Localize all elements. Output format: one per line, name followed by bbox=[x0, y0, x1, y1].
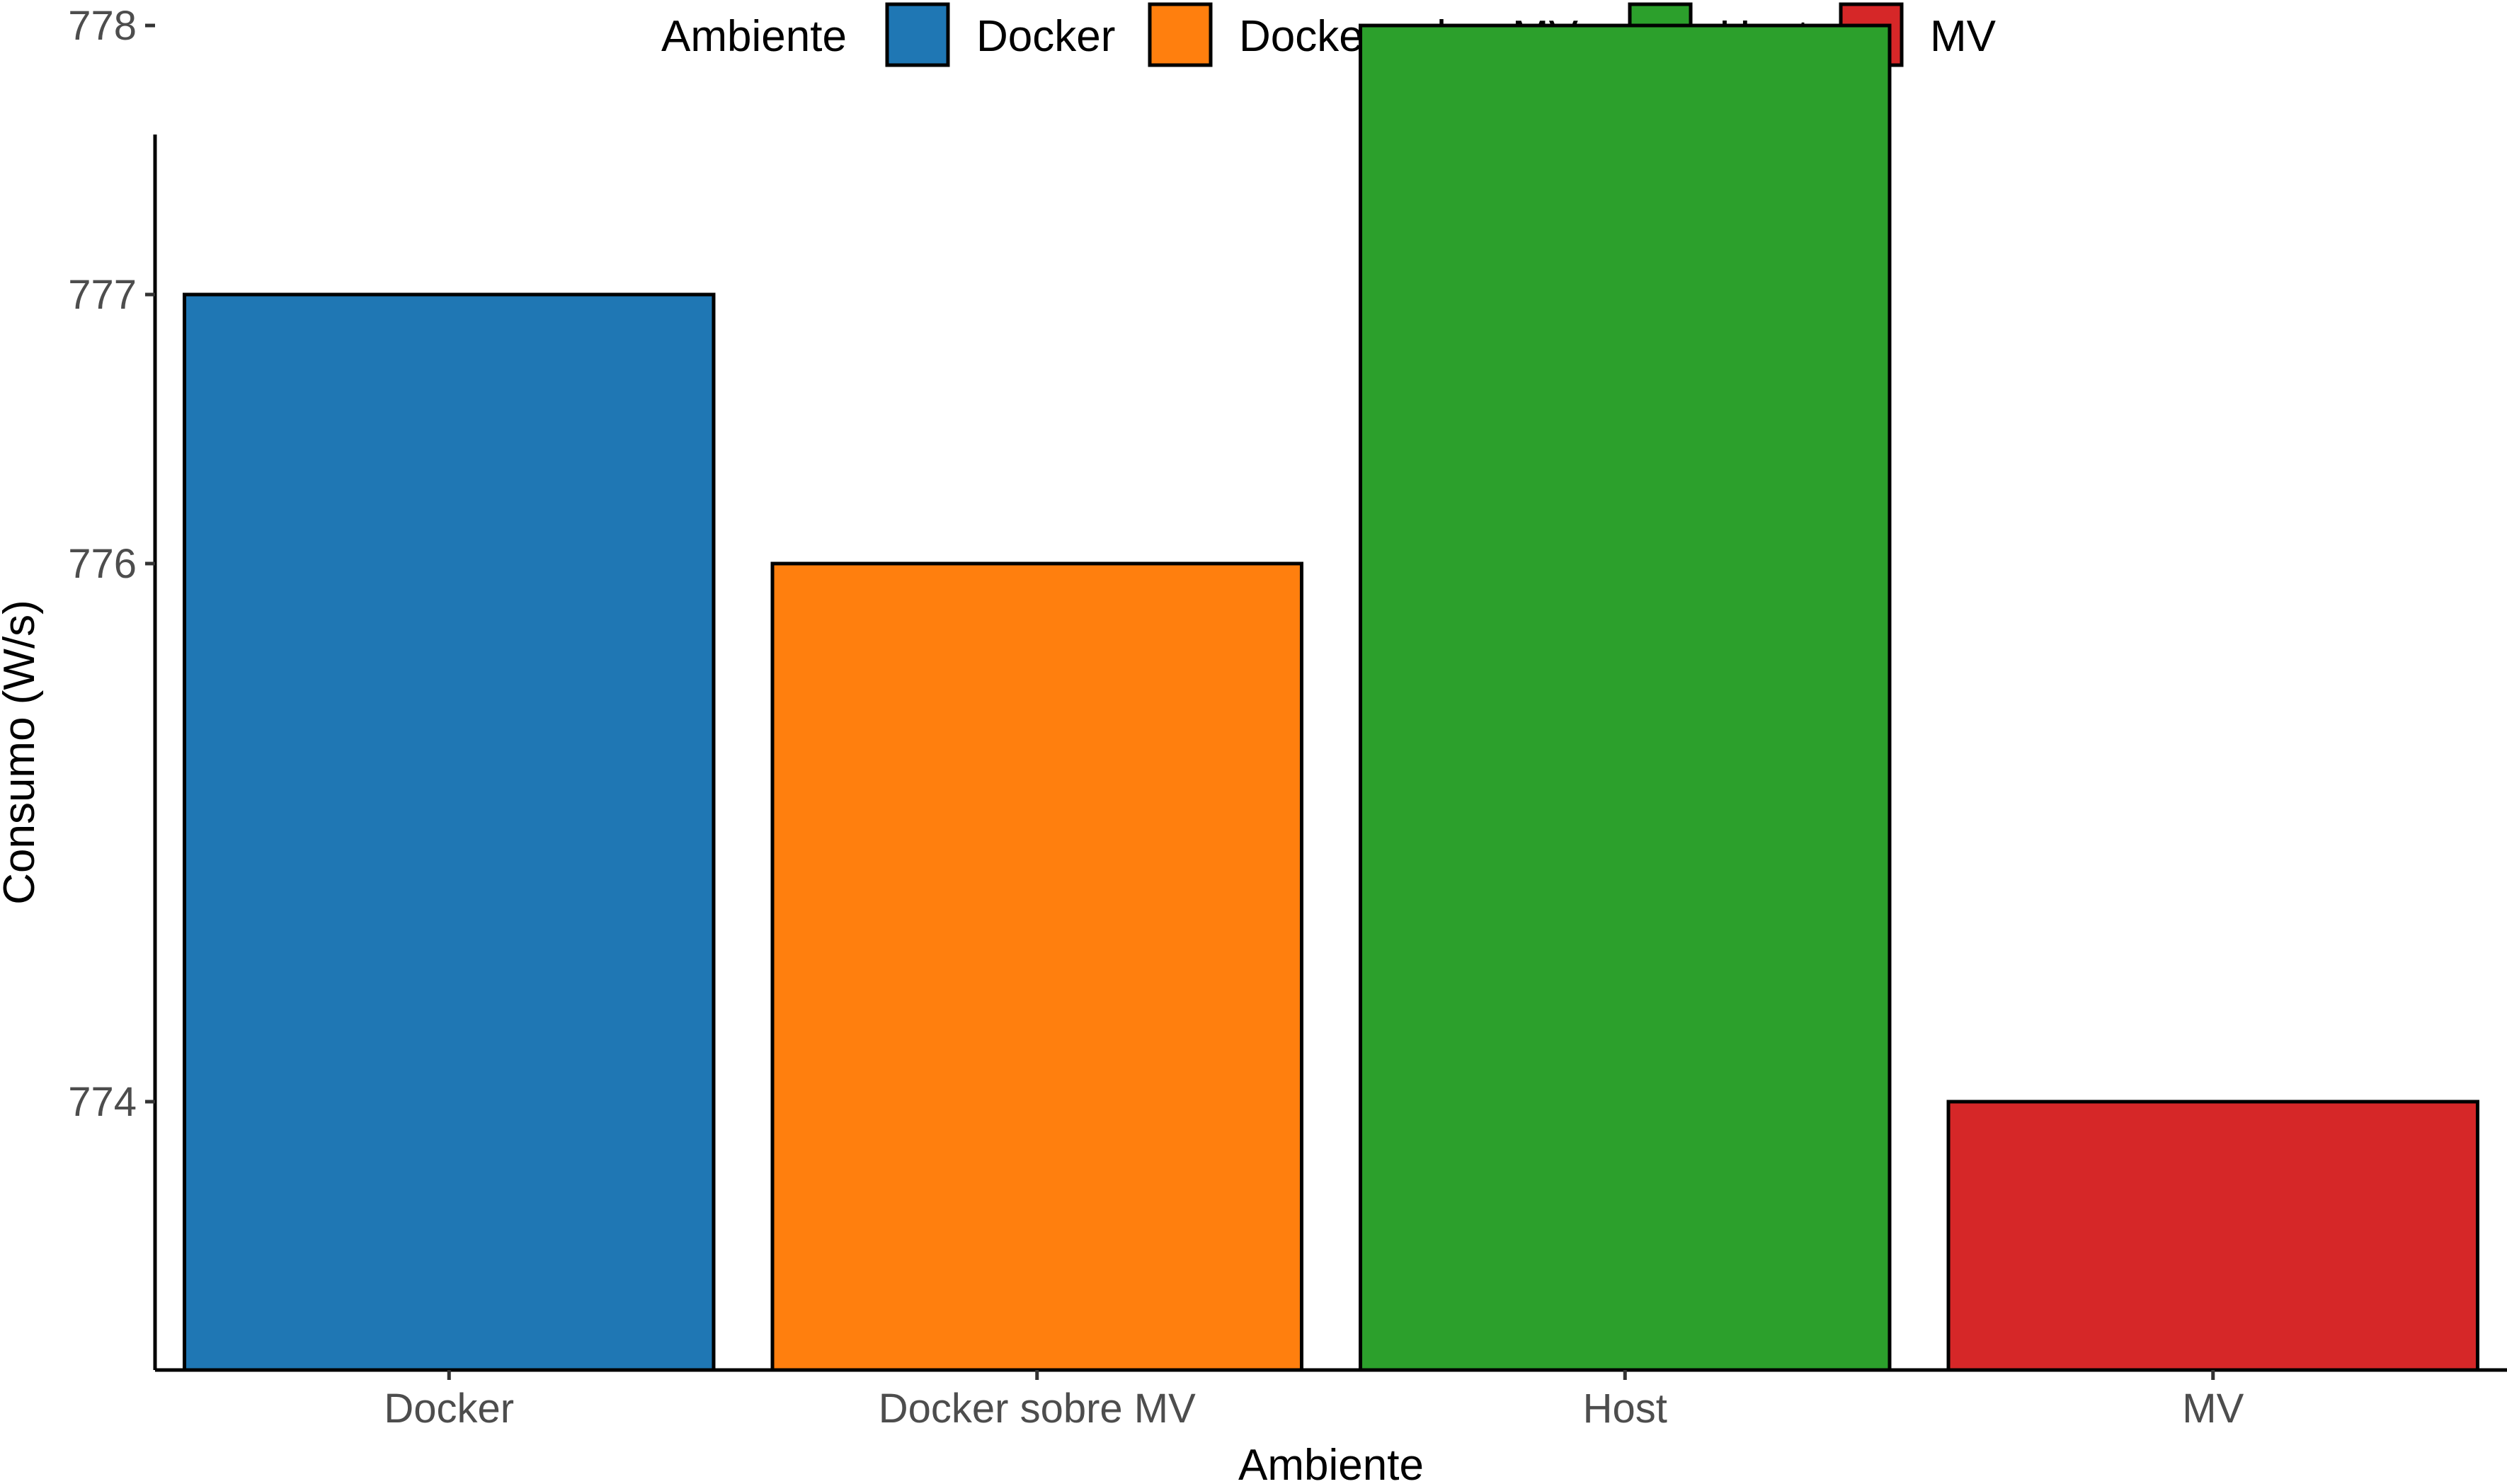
y-ticks: 774 776 777 778 bbox=[68, 3, 155, 1125]
axes-group: 774 776 777 778 Docker Docker sobre MV Host MV bbox=[68, 3, 2507, 1432]
bar-docker bbox=[183, 292, 716, 1372]
legend-key-docker bbox=[885, 2, 950, 67]
y-axis-title: Consumo (W/s) bbox=[0, 600, 44, 905]
x-tick-label: MV bbox=[2182, 1386, 2244, 1432]
bar-mv bbox=[1946, 1100, 2479, 1372]
y-tick-label: 778 bbox=[68, 3, 137, 49]
legend-title: Ambiente bbox=[661, 12, 847, 61]
x-tick-label: Host bbox=[1583, 1386, 1667, 1432]
y-tick-label: 777 bbox=[68, 272, 137, 318]
bar-docker-sobre-mv bbox=[770, 561, 1303, 1372]
x-axis-title: Ambiente bbox=[1238, 1441, 1424, 1484]
legend-label: Docker bbox=[976, 12, 1115, 61]
legend-label: MV bbox=[1930, 12, 1997, 61]
bar-host bbox=[1359, 23, 1892, 1372]
bars-group bbox=[183, 23, 2479, 1372]
y-tick-label: 776 bbox=[68, 541, 137, 587]
x-tick-label: Docker sobre MV bbox=[879, 1386, 1196, 1432]
y-tick-label: 774 bbox=[68, 1079, 137, 1125]
x-tick-label: Docker bbox=[384, 1386, 514, 1432]
legend-key-docker-sobre-mv bbox=[1148, 2, 1213, 67]
x-ticks: Docker Docker sobre MV Host MV bbox=[384, 1370, 2244, 1432]
